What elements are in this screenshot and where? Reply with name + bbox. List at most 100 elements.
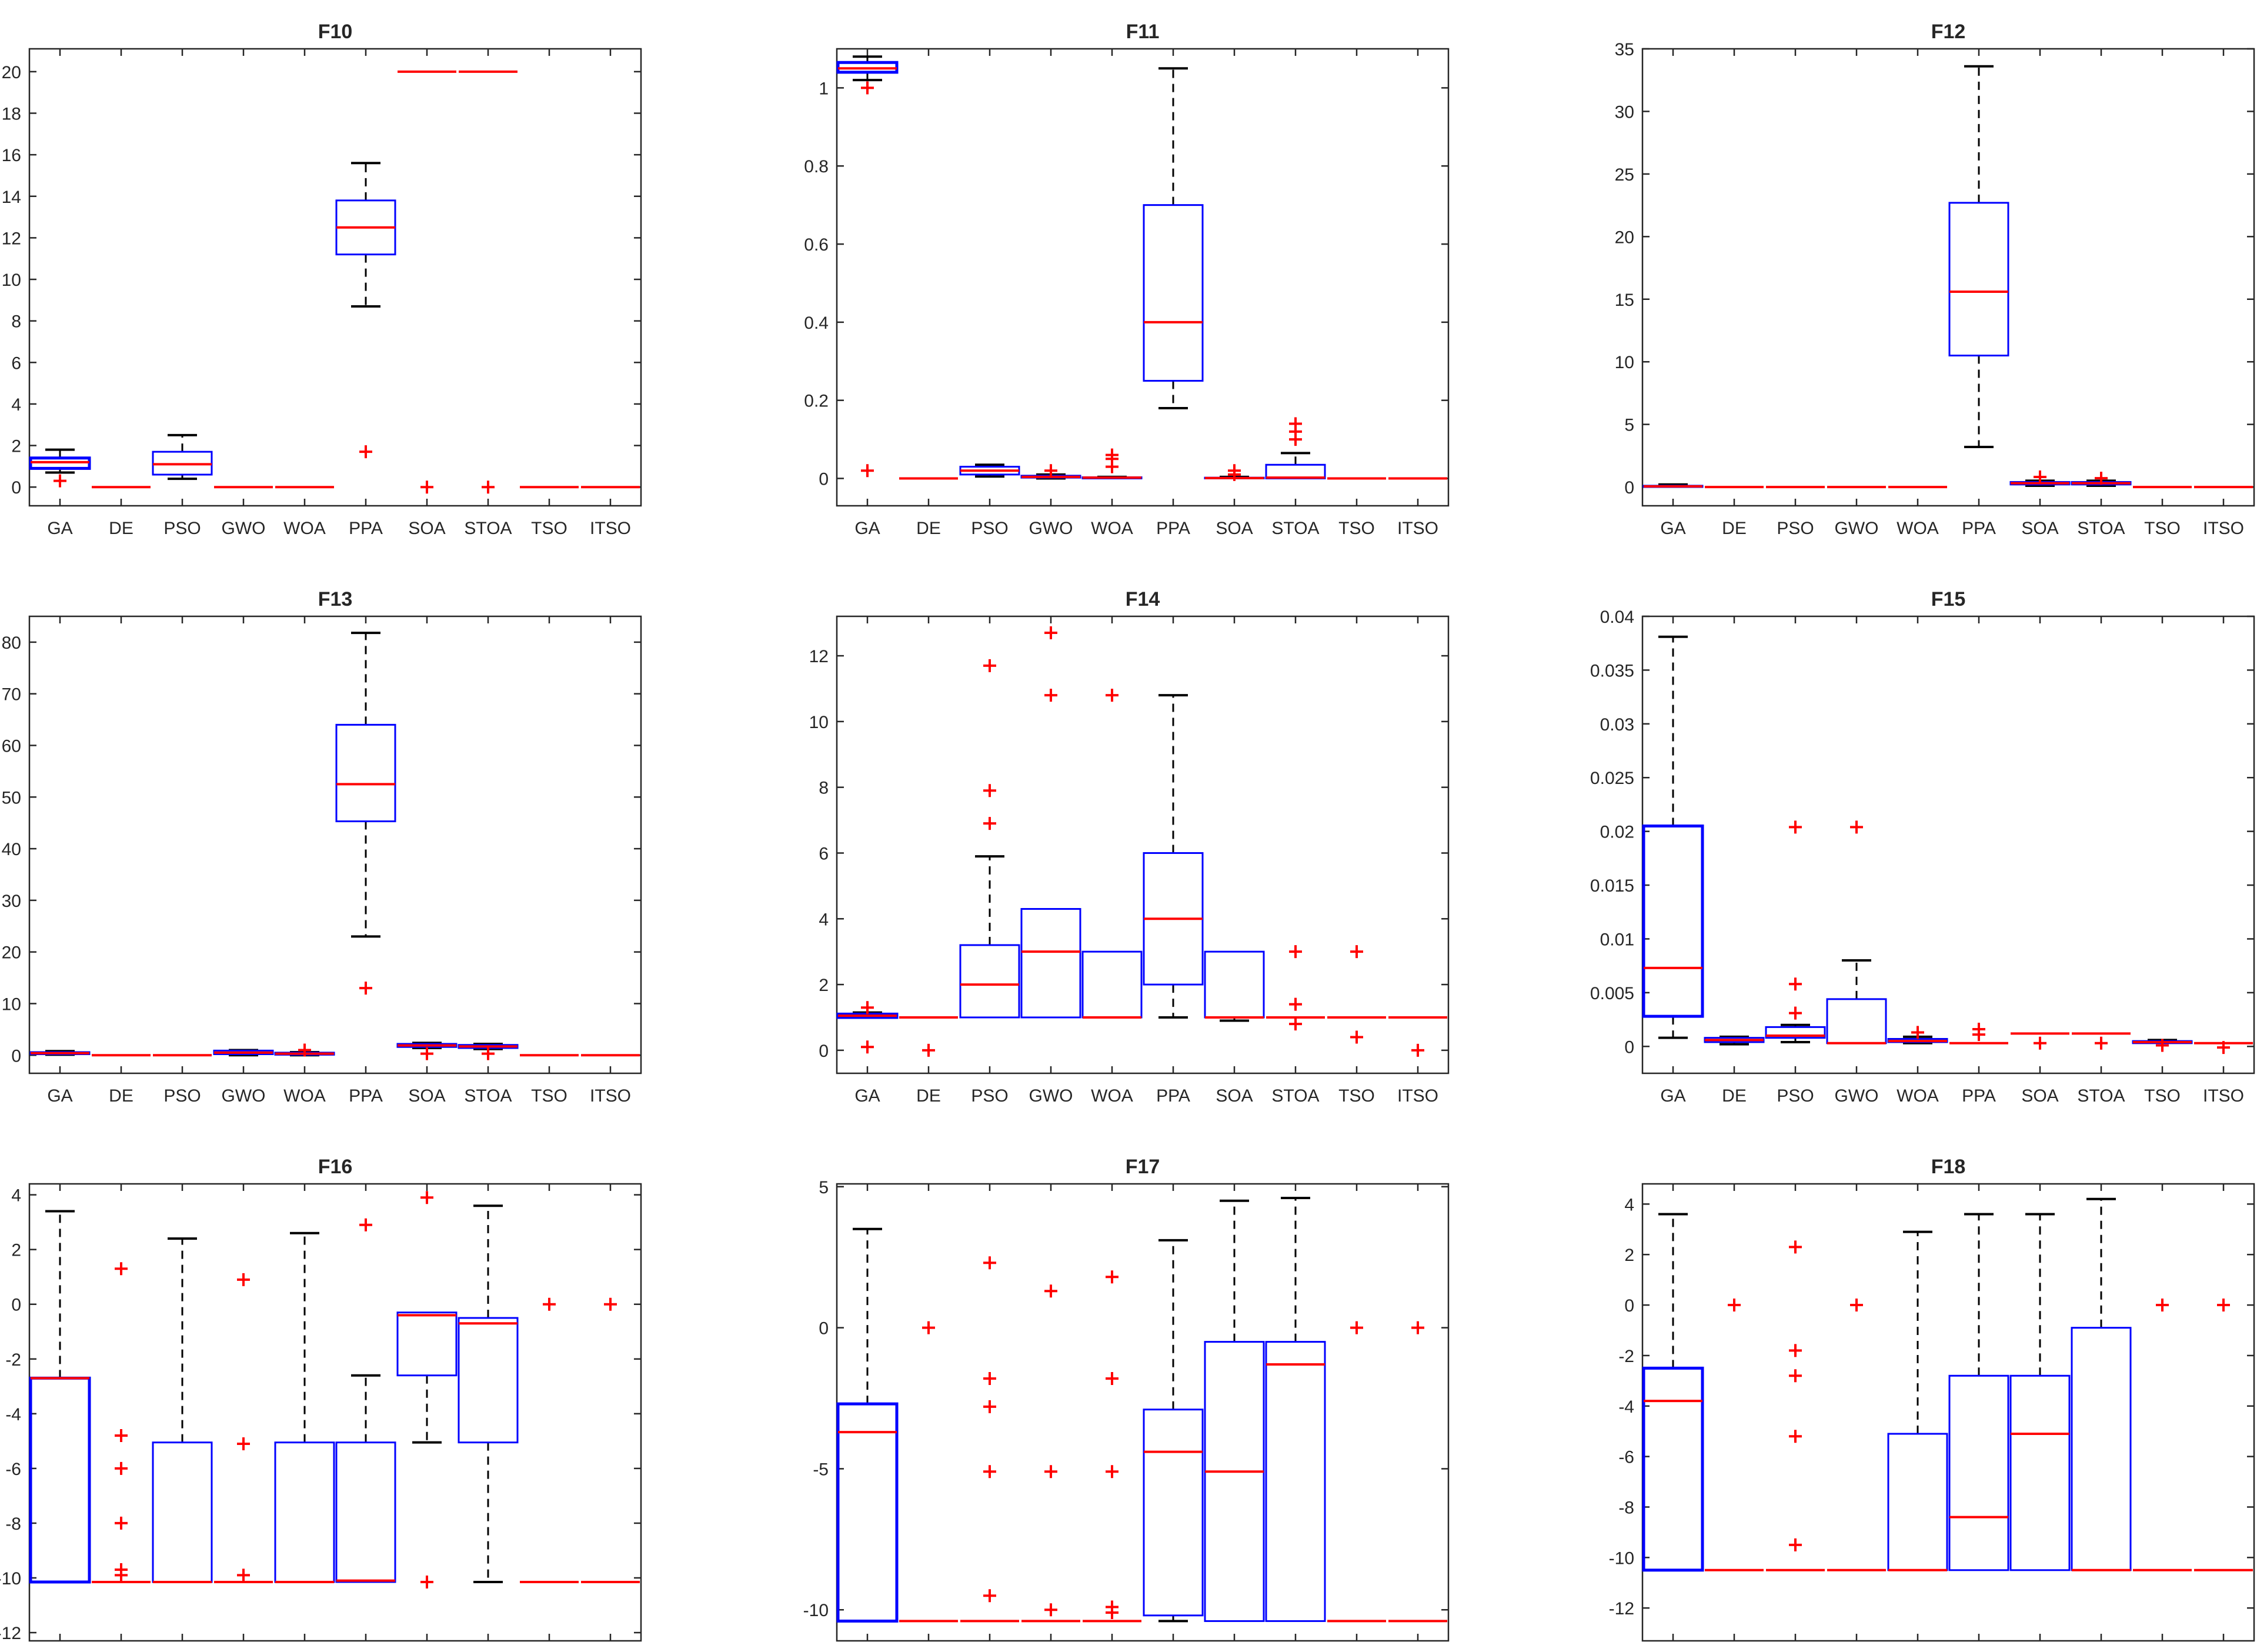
x-tick-label: ITSO (1397, 519, 1438, 538)
outlier-marker (115, 1262, 128, 1276)
x-tick-label: SOA (2021, 519, 2058, 538)
box-pso (152, 433, 213, 480)
x-tick-label: PPA (1156, 519, 1190, 538)
subplot-f15: F15 0 0.005 0.01 0.015 0.02 0.025 0.03 0.035 0.04… (1590, 588, 2255, 1106)
box-soa (1204, 950, 1265, 1022)
y-tick-label: 0 (819, 1319, 829, 1339)
subplot-f18: F18-12-10-8-6-4-2024GADEPSOGWOWOAPPASOAS… (1609, 1156, 2255, 1642)
outlier-marker (1789, 1538, 1802, 1551)
box-ppa (1143, 67, 1204, 409)
box-ppa (335, 632, 396, 995)
box-ga (29, 448, 91, 488)
y-tick-label: 4 (11, 395, 21, 415)
y-tick-label: 0.025 (1590, 769, 1634, 788)
y-tick-label: 12 (2, 229, 21, 248)
outlier-marker (54, 474, 66, 488)
x-tick-label: WOA (1897, 519, 1939, 538)
x-tick-label: GWO (222, 519, 266, 538)
plot-frame (836, 48, 1450, 507)
y-tick-label: 10 (2, 994, 21, 1014)
box-ppa (1948, 65, 2009, 448)
outlier-marker (1106, 1465, 1119, 1479)
x-tick-label: DE (1722, 519, 1747, 538)
box-stoa (458, 1204, 519, 1583)
y-tick-label: 4 (11, 1186, 21, 1206)
box-body (959, 944, 1020, 1019)
outlier-marker (1289, 1017, 1302, 1031)
plot-frame (1641, 1183, 2255, 1642)
outlier-marker (1911, 1026, 1924, 1039)
box-stoa (1265, 417, 1326, 480)
box-ga (1642, 483, 1704, 488)
subplot-f17: F17-10-505GADEPSOGWOWOAPPASOASTOATSOITSO (803, 1156, 1450, 1642)
outlier-marker (420, 1191, 433, 1204)
box-ga (29, 1210, 91, 1584)
x-tick-label: GA (47, 1086, 72, 1106)
x-tick-label: PSO (163, 519, 201, 538)
outlier-marker (1289, 417, 1302, 430)
y-tick-label: -10 (0, 1569, 21, 1588)
x-tick-label: PSO (971, 1086, 1008, 1106)
x-tick-label: STOA (464, 1086, 512, 1106)
box-body (1204, 1341, 1265, 1622)
outlier-marker (1289, 945, 1302, 959)
y-tick-label: 18 (2, 104, 21, 124)
x-tick-label: PPA (349, 1086, 383, 1106)
outlier-marker (420, 1575, 433, 1588)
y-tick-label: 0 (819, 1042, 829, 1061)
box-soa (2009, 1213, 2071, 1571)
outlier-marker (1789, 1006, 1802, 1020)
y-tick-label: 35 (1615, 40, 1634, 59)
outlier-marker (861, 464, 874, 478)
y-tick-label: 0.04 (1600, 608, 1634, 627)
outlier-marker (1106, 689, 1119, 702)
x-tick-label: GWO (222, 1086, 266, 1106)
y-tick-label: 0 (1624, 1296, 1634, 1316)
x-tick-label: WOA (1091, 519, 1133, 538)
box-pso (959, 659, 1020, 1019)
outlier-marker (1289, 997, 1302, 1011)
x-tick-label: GA (854, 1086, 880, 1106)
outlier-marker (115, 1429, 128, 1443)
x-tick-label: SOA (408, 519, 445, 538)
box-body (1826, 998, 1887, 1044)
y-tick-label: 12 (809, 647, 829, 666)
y-tick-label: -8 (1618, 1498, 1634, 1517)
outlier-marker (1789, 1240, 1802, 1254)
outlier-marker (1106, 448, 1119, 462)
y-tick-label: 40 (2, 840, 21, 859)
box-pso (1766, 1240, 1825, 1571)
box-itso (2194, 1041, 2253, 1054)
box-pso (152, 1237, 213, 1583)
y-tick-label: 0 (819, 470, 829, 489)
outlier-marker (1350, 1030, 1363, 1044)
outlier-marker (1044, 464, 1057, 478)
y-tick-label: 0 (1624, 1037, 1634, 1057)
outlier-marker (1850, 820, 1863, 834)
outlier-marker (1106, 1371, 1119, 1385)
subplot-f16: F16-12-10-8-6-4-2024GADEPSOGWOWOAPPASOAS… (0, 1156, 642, 1643)
y-tick-label: 10 (2, 271, 21, 290)
box-soa (1204, 1199, 1265, 1622)
outlier-marker (922, 1043, 935, 1057)
box-ppa (1143, 694, 1204, 1019)
outlier-marker (1044, 689, 1057, 702)
x-tick-label: WOA (283, 519, 326, 538)
box-itso (2194, 1299, 2253, 1571)
x-tick-label: TSO (1338, 1086, 1375, 1106)
y-tick-label: 2 (819, 976, 829, 995)
y-tick-label: 6 (819, 844, 829, 863)
y-tick-label: 80 (2, 633, 21, 653)
y-tick-label: -4 (1618, 1397, 1634, 1417)
y-tick-label: 10 (1615, 353, 1634, 372)
outlier-marker (1350, 945, 1363, 959)
box-woa (1083, 1270, 1141, 1623)
y-tick-label: 20 (2, 943, 21, 963)
box-woa (1887, 1230, 1948, 1571)
y-tick-label: 0.015 (1590, 876, 1634, 896)
box-body (1887, 1433, 1948, 1571)
box-body (1948, 1374, 2009, 1571)
box-ga (1642, 1213, 1704, 1572)
box-soa (396, 1191, 458, 1588)
box-tso (1327, 945, 1386, 1044)
